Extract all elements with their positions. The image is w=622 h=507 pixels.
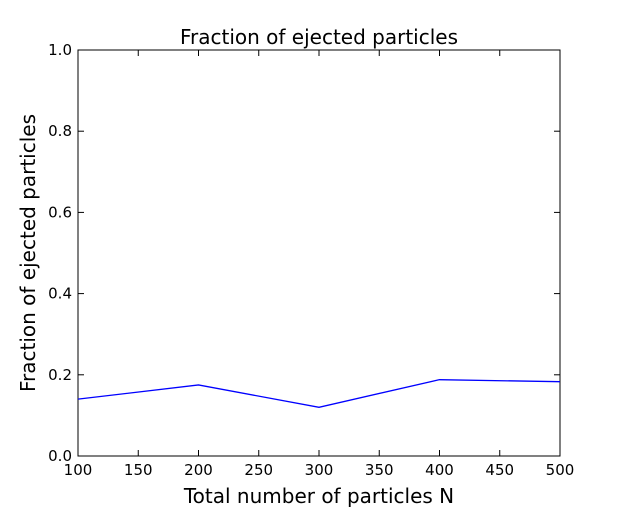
x-tick-label: 250: [244, 461, 273, 479]
y-tick-label: 1.0: [48, 41, 72, 59]
y-tick-label: 0.8: [48, 122, 72, 140]
x-tick-label: 200: [184, 461, 213, 479]
x-tick-label: 450: [485, 461, 514, 479]
x-tick-label: 100: [64, 461, 93, 479]
plot-frame: [77, 49, 561, 457]
y-tick-label: 0.2: [48, 366, 72, 384]
x-tick-label: 350: [365, 461, 394, 479]
plot-area: 100 150 200 250 300 350 400 450 500 0.0 0.2 0.4 0.6…: [48, 41, 574, 479]
y-tick-label: 0.6: [48, 203, 72, 221]
x-axis-ticks: 100 150 200 250 300 350 400 450 500: [64, 50, 575, 479]
y-axis-ticks: 0.0 0.2 0.4 0.6 0.8 1.0: [48, 41, 560, 465]
x-tick-label: 400: [425, 461, 454, 479]
series-group: [77, 379, 561, 408]
x-tick-label: 500: [546, 461, 575, 479]
x-tick-label: 300: [305, 461, 334, 479]
x-tick-label: 150: [124, 461, 153, 479]
x-axis-label: Total number of particles N: [183, 484, 454, 507]
y-axis-label: Fraction of ejected particles: [16, 114, 40, 392]
series-line: [77, 379, 561, 408]
y-tick-label: 0.4: [48, 285, 72, 303]
chart-title: Fraction of ejected particles: [180, 25, 458, 49]
y-tick-label: 0.0: [48, 447, 72, 465]
